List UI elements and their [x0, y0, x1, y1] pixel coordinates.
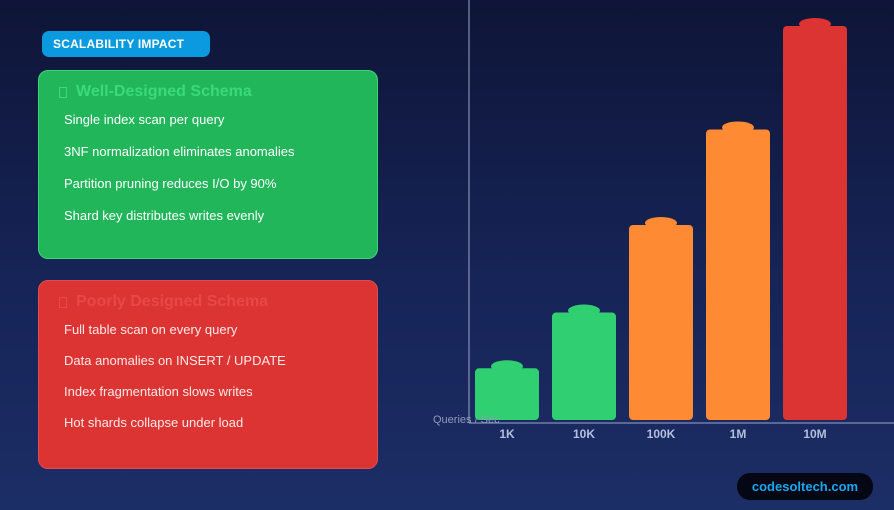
check-icon — [59, 86, 67, 98]
bar-cap-100K — [645, 217, 677, 229]
list-item: Single index scan per query — [64, 112, 225, 127]
bar-cap-10K — [568, 304, 600, 317]
poorly-designed-schema-card: Poorly Designed Schema Full table scan o… — [38, 280, 378, 469]
bar-cap-1M — [722, 121, 754, 134]
poorly-designed-schema-title-text: Poorly Designed Schema — [76, 293, 269, 310]
list-item: Hot shards collapse under load — [64, 415, 244, 430]
x-tick-label: 10K — [573, 427, 595, 441]
well-designed-list: Single index scan per query 3NF normaliz… — [64, 113, 295, 241]
x-tick-label: 10M — [803, 427, 826, 441]
scalability-impact-badge: SCALABILITY IMPACT — [42, 31, 210, 57]
list-item: Shard key distributes writes evenly — [64, 208, 265, 223]
cross-icon — [59, 296, 67, 308]
bar-1M — [706, 129, 770, 421]
x-axis-title: Queries / Sec — [433, 414, 500, 426]
bar-cap-10M — [799, 18, 831, 30]
list-item: 3NF normalization eliminates anomalies — [64, 144, 295, 159]
bar-100K — [629, 225, 693, 420]
list-item: Index fragmentation slows writes — [64, 384, 253, 399]
well-designed-schema-card: Well-Designed Schema Single index scan p… — [38, 70, 378, 259]
bar-10K — [552, 312, 616, 420]
brand-link[interactable]: codesoltech.com — [737, 473, 873, 500]
well-designed-schema-title-text: Well-Designed Schema — [76, 83, 252, 100]
bar-cap-1K — [491, 360, 523, 373]
list-item: Full table scan on every query — [64, 322, 238, 337]
x-tick-label: 1M — [730, 427, 747, 441]
x-tick-label: 100K — [647, 427, 676, 441]
x-tick-label: 1K — [499, 427, 515, 441]
list-item: Data anomalies on INSERT / UPDATE — [64, 353, 286, 368]
bar-1K — [475, 368, 539, 420]
poorly-designed-list: Full table scan on every query Data anom… — [64, 323, 286, 447]
poorly-designed-schema-title: Poorly Designed Schema — [59, 293, 268, 311]
bar-10M — [783, 26, 847, 420]
well-designed-schema-title: Well-Designed Schema — [59, 83, 252, 101]
list-item: Partition pruning reduces I/O by 90% — [64, 176, 277, 191]
